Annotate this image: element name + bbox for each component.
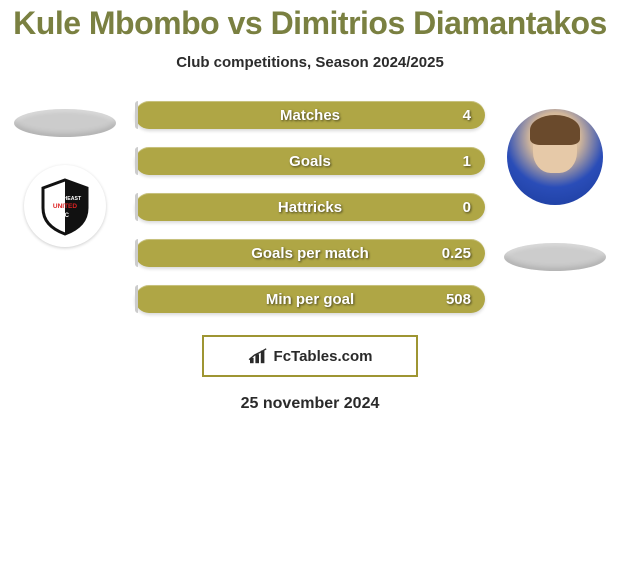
page-subtitle: Club competitions, Season 2024/2025 — [0, 54, 620, 71]
stat-bar-matches: Matches 4 — [135, 101, 485, 129]
stat-bar-hattricks: Hattricks 0 — [135, 193, 485, 221]
right-player-column — [500, 101, 610, 271]
stat-bar-fill — [135, 147, 138, 175]
stat-value: 1 — [463, 153, 471, 170]
stat-value: 0.25 — [442, 245, 471, 262]
stat-label: Goals — [289, 153, 331, 170]
brand-text: FcTables.com — [274, 348, 373, 365]
right-club-oval — [504, 243, 606, 271]
left-player-oval — [14, 109, 116, 137]
northeast-united-logo-icon: NORTHEAST UNITED FC — [35, 176, 95, 236]
right-player-photo — [507, 109, 603, 205]
stat-label: Matches — [280, 107, 340, 124]
stat-bar-fill — [135, 239, 138, 267]
stat-label: Hattricks — [278, 199, 342, 216]
stat-bars: Matches 4 Goals 1 Hattricks 0 Goals per … — [135, 101, 485, 313]
stat-bar-fill — [135, 285, 138, 313]
page-title: Kule Mbombo vs Dimitrios Diamantakos — [0, 5, 620, 42]
stat-value: 508 — [446, 291, 471, 308]
stat-bar-fill — [135, 101, 138, 129]
stat-label: Goals per match — [251, 245, 369, 262]
left-player-column: NORTHEAST UNITED FC — [10, 101, 120, 247]
stat-bar-goals: Goals 1 — [135, 147, 485, 175]
comparison-date: 25 november 2024 — [0, 395, 620, 413]
svg-text:UNITED: UNITED — [53, 203, 78, 210]
stat-value: 4 — [463, 107, 471, 124]
stat-bar-min-per-goal: Min per goal 508 — [135, 285, 485, 313]
stat-bar-goals-per-match: Goals per match 0.25 — [135, 239, 485, 267]
comparison-card: Kule Mbombo vs Dimitrios Diamantakos Clu… — [0, 0, 620, 580]
brand-box: FcTables.com — [202, 335, 418, 377]
bar-chart-icon — [248, 347, 270, 365]
comparison-layout: NORTHEAST UNITED FC Matches 4 Goals 1 Ha… — [0, 101, 620, 313]
stat-label: Min per goal — [266, 291, 354, 308]
stat-bar-fill — [135, 193, 138, 221]
svg-text:FC: FC — [61, 213, 70, 219]
left-club-logo: NORTHEAST UNITED FC — [24, 165, 106, 247]
stat-value: 0 — [463, 199, 471, 216]
svg-text:NORTHEAST: NORTHEAST — [49, 196, 82, 202]
